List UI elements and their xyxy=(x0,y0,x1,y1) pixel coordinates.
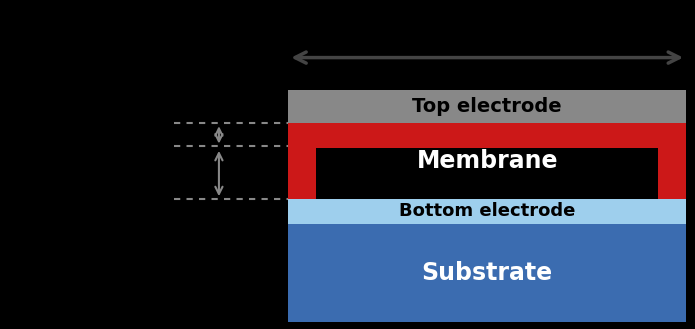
Bar xyxy=(288,90,686,123)
Bar xyxy=(316,148,658,199)
Bar xyxy=(288,199,686,224)
Text: Top electrode: Top electrode xyxy=(412,97,562,116)
Text: Bottom electrode: Bottom electrode xyxy=(399,202,575,220)
Text: Membrane: Membrane xyxy=(416,149,558,173)
Bar xyxy=(288,123,686,199)
Text: Substrate: Substrate xyxy=(422,261,553,285)
Bar xyxy=(288,224,686,322)
